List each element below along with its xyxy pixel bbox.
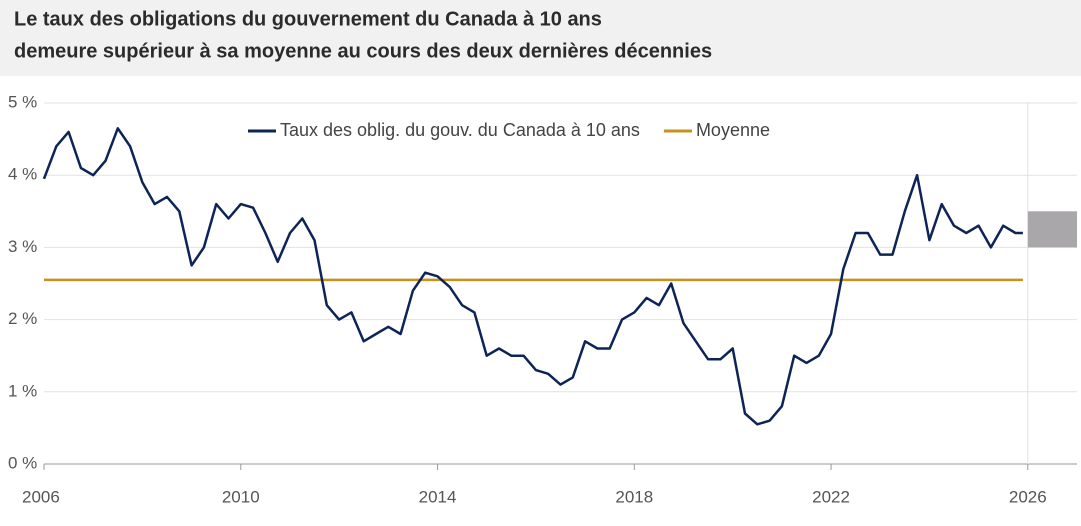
series-line [42,127,1023,426]
header-band [0,0,1081,76]
y-tick-label: 1 % [8,381,37,400]
x-tick-label: 2026 [1009,487,1047,506]
legend-label: Taux des oblig. du gouv. du Canada à 10 … [280,120,640,140]
shaded-range [1027,211,1077,248]
y-tick-label: 5 % [8,92,37,111]
x-tick-label: 2014 [419,487,457,506]
chart-title: Le taux des obligations du gouvernement … [14,8,602,30]
legend-label: Moyenne [696,120,770,140]
y-tick-label: 4 % [8,165,37,184]
x-tick-label: 2022 [812,487,850,506]
chart-subtitle: demeure supérieur à sa moyenne au cours … [14,40,712,62]
y-tick-label: 0 % [8,453,37,472]
x-tick-label: 2010 [222,487,260,506]
x-tick-label: 2006 [22,487,60,506]
y-tick-label: 3 % [8,237,37,256]
y-tick-label: 2 % [8,309,37,328]
x-tick-label: 2018 [615,487,653,506]
